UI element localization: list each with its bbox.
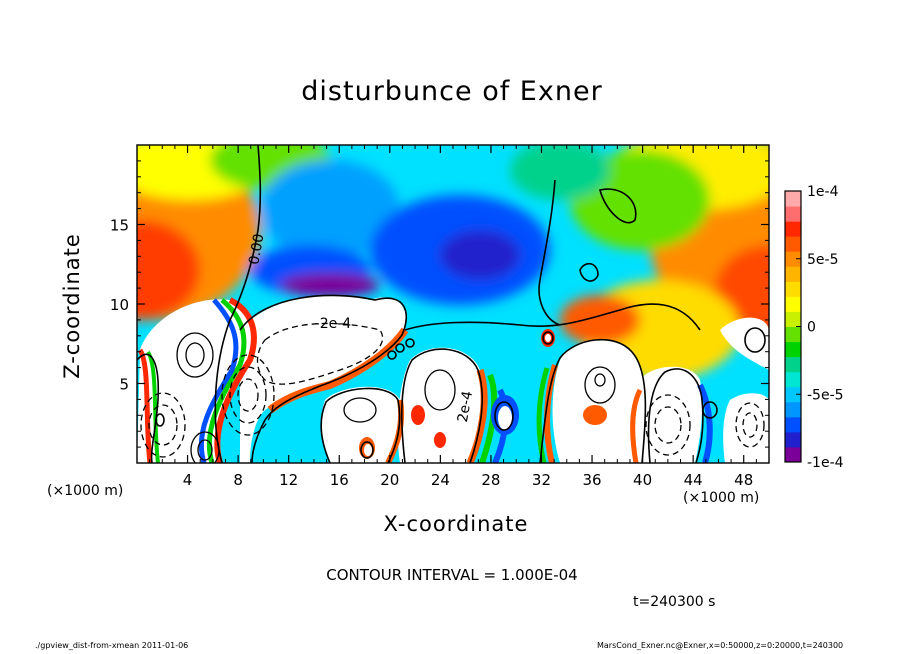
colorbar-tick-label: -5e-5 (807, 387, 844, 403)
colorbar-segment (785, 341, 801, 358)
x-tick-label: 40 (633, 471, 652, 489)
x-axis: 4 8 12 16 20 24 28 32 36 40 44 48 (149, 145, 757, 489)
colorbar-segment (785, 251, 801, 267)
y-tick-label: 5 (119, 376, 129, 394)
colorbar-segment (785, 386, 801, 403)
x-tick-label: 12 (279, 471, 298, 489)
contour-lines-inner (176, 332, 616, 463)
colorbar-tick-label: 0 (807, 320, 816, 336)
footer-source-label: MarsCond_Exner.nc@Exner,x=0:50000,z=0:20… (597, 641, 844, 650)
contour-labels: 0.00 -2e-4 2e-4 (246, 233, 476, 424)
colorbar-segment (785, 236, 801, 252)
x-tick-label: 32 (532, 471, 551, 489)
colorbar-segment (785, 221, 801, 237)
heatmap-field (137, 145, 769, 463)
colorbar-segment (785, 371, 801, 388)
contour-label: 2e-4 (455, 390, 476, 424)
x-tick-label: 48 (734, 471, 753, 489)
x-tick-label: 24 (431, 471, 450, 489)
x-tick-label: 16 (330, 471, 349, 489)
colorbar-segment (785, 401, 801, 418)
x-unit-label-right: (×1000 m) (683, 490, 760, 506)
colorbar-segment (785, 416, 801, 433)
colorbar: 1e-4 5e-5 0 -5e-5 -1e-4 (784, 184, 844, 471)
y-axis: 5 10 15 (110, 160, 769, 448)
colorbar-segment (785, 191, 801, 207)
colorbar-tick-label: 1e-4 (807, 184, 839, 200)
y-tick-label: 15 (110, 217, 129, 235)
colorbar-segment (785, 356, 801, 373)
x-tick-label: 44 (684, 471, 703, 489)
y-axis-label: Z-coordinate (60, 233, 84, 379)
colorbar-segment (785, 296, 801, 312)
x-tick-label: 4 (183, 471, 193, 489)
colorbar-segment (785, 266, 801, 282)
colorbar-segment (785, 281, 801, 297)
contour-label: 0.00 (246, 233, 267, 266)
colorbar-segment (785, 446, 801, 463)
y-tick-label: 10 (110, 296, 129, 314)
x-unit-label: (×1000 m) (47, 483, 124, 499)
x-tick-label: 28 (481, 471, 500, 489)
colorbar-segment (785, 431, 801, 448)
x-axis-label: X-coordinate (383, 512, 529, 536)
colorbar-segment (785, 326, 801, 343)
contour-interval-text: CONTOUR INTERVAL = 1.000E-04 (326, 566, 578, 584)
chart-title: disturbunce of Exner (301, 76, 603, 107)
colorbar-tick-label: 5e-5 (807, 252, 838, 268)
colorbar-tick-label: -1e-4 (807, 455, 844, 471)
x-tick-label: 8 (233, 471, 243, 489)
colorbar-segment (785, 311, 801, 327)
footer-script-label: ./gpview_dist-from-xmean 2011-01-06 (35, 641, 189, 650)
colorbar-segment (785, 206, 801, 222)
contour-lines (137, 145, 766, 463)
contour-label: -2e-4 (315, 316, 352, 332)
contour-lines-negative (140, 322, 765, 458)
time-label: t=240300 s (633, 594, 716, 610)
x-tick-label: 20 (380, 471, 399, 489)
x-tick-label: 36 (582, 471, 601, 489)
